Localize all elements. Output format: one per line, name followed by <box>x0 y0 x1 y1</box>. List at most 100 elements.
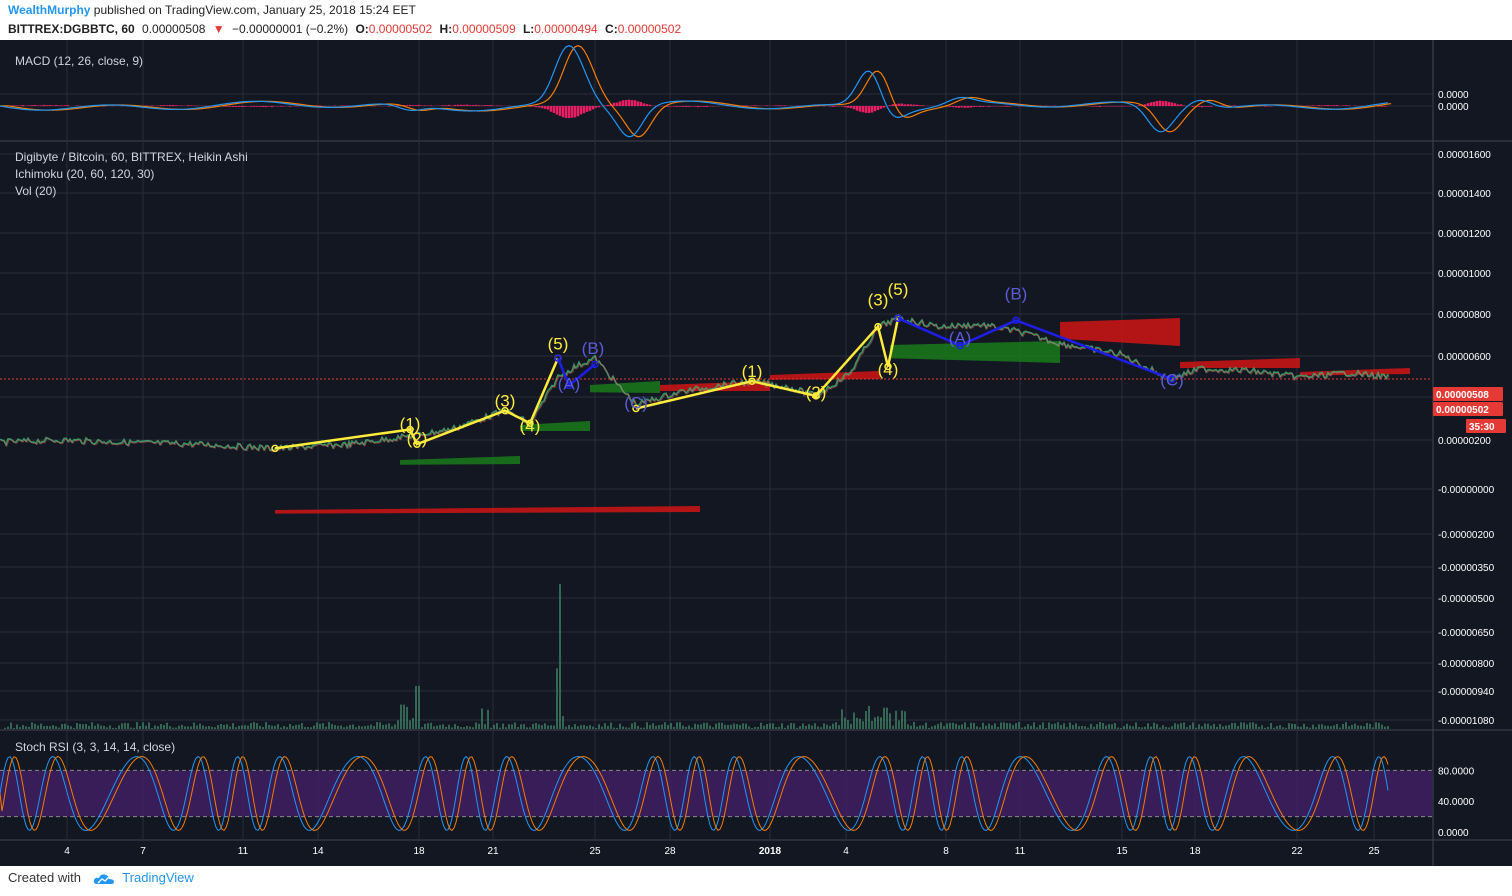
ichimoku-cloud <box>890 341 1060 363</box>
publish-info: WealthMurphy published on TradingView.co… <box>8 3 416 17</box>
price-tag: 0.00000508 <box>1436 390 1489 401</box>
macd-line <box>0 45 1389 138</box>
stoch-k-line <box>0 755 1389 832</box>
wave-node <box>884 362 892 371</box>
high-label: H:0.00000509 <box>439 22 516 36</box>
correction-wave-2 <box>897 317 1173 381</box>
open-label: O:0.00000502 <box>355 22 433 36</box>
main-y-tick: 0.00000800 <box>1438 310 1491 321</box>
wave-label: (3) <box>868 291 889 310</box>
wave-label: (B) <box>1005 284 1028 303</box>
wave-node <box>874 322 882 331</box>
stoch-y-tick: 0.0000 <box>1438 828 1469 839</box>
impulse-wave-2 <box>635 317 900 410</box>
footer: Created with TradingView <box>8 870 194 885</box>
main-price-panel: Digibyte / Bitcoin, 60, BITTREX, Heikin … <box>0 150 1432 729</box>
wave-label: (4) <box>878 360 899 379</box>
x-tick-label: 14 <box>312 846 324 857</box>
symbol-ohlc-bar: BITTREX:DGBBTC, 60 0.00000508 ▼ −0.00000… <box>8 22 685 36</box>
ichimoku-cloud <box>1180 358 1300 368</box>
main-y-tick: -0.00000000 <box>1438 485 1495 496</box>
main-y-tick: -0.00000650 <box>1438 628 1495 639</box>
stoch-d-line <box>0 755 1389 832</box>
wave-label: (2) <box>407 429 428 448</box>
ichimoku-label: Ichimoku (20, 60, 120, 30) <box>15 167 154 181</box>
wave-node <box>591 360 599 369</box>
created-with-text: Created with <box>8 870 81 885</box>
stoch-title: Stoch RSI (3, 3, 14, 14, close) <box>15 740 175 754</box>
chart-canvas[interactable]: MACD (12, 26, close, 9) Digibyte / Bitco… <box>0 40 1512 866</box>
low-label: L:0.00000494 <box>522 22 598 36</box>
main-y-tick: 0.00001200 <box>1438 229 1491 240</box>
stoch-band <box>0 770 1432 817</box>
wave-node <box>526 419 534 427</box>
x-tick-label: 28 <box>664 846 676 857</box>
main-y-tick: -0.00000350 <box>1438 563 1495 574</box>
ichimoku-cloud <box>770 371 880 380</box>
macd-panel: MACD (12, 26, close, 9) <box>0 45 1392 138</box>
main-y-tick: -0.00000800 <box>1438 659 1495 670</box>
author-link[interactable]: WealthMurphy <box>8 3 91 17</box>
x-tick-label: 4 <box>64 846 70 857</box>
wave-label: (C) <box>1160 370 1184 389</box>
ichimoku-cloud <box>520 421 590 431</box>
wave-label: (3) <box>495 391 516 410</box>
impulse-wave-1 <box>274 357 560 450</box>
wave-label: (C) <box>624 394 648 413</box>
wave-node <box>894 314 902 322</box>
x-tick-label: 8 <box>943 846 949 857</box>
time-axis: 4 7 11 14 18 21 25 28 2018 4 8 11 15 18 22 25 <box>64 846 1380 857</box>
wave-node <box>565 381 573 390</box>
wave-label: (5) <box>548 335 569 354</box>
wave-node <box>554 354 562 362</box>
high-value: 0.00000509 <box>452 22 516 36</box>
close-value: 0.00000502 <box>617 22 682 36</box>
x-tick-label: 4 <box>843 846 849 857</box>
main-y-tick: 0.00000600 <box>1438 352 1491 363</box>
wave-node <box>812 392 820 400</box>
x-tick-label: 15 <box>1116 846 1128 857</box>
main-y-tick: -0.00001080 <box>1438 716 1495 727</box>
ichimoku-cloud <box>400 456 520 465</box>
low-value: 0.00000494 <box>534 22 598 36</box>
wave-node <box>956 341 964 350</box>
wave-label: (5) <box>888 280 909 299</box>
wave-label: (1) <box>400 415 421 434</box>
macd-y-tick: 0.0000 <box>1438 102 1469 113</box>
x-tick-label: 22 <box>1291 846 1303 857</box>
x-tick-label: 25 <box>589 846 601 857</box>
main-title: Digibyte / Bitcoin, 60, BITTREX, Heikin … <box>15 150 248 164</box>
main-y-tick: 0.00000200 <box>1438 436 1491 447</box>
volume-bars <box>4 584 1389 729</box>
volume-label: Vol (20) <box>15 184 56 198</box>
wave-node <box>1168 375 1176 383</box>
main-y-tick: 0.00001000 <box>1438 269 1491 280</box>
wave-node <box>748 377 756 385</box>
main-y-tick: -0.00000500 <box>1438 594 1495 605</box>
x-tick-label: 2018 <box>759 846 782 857</box>
correction-wave-1 <box>556 357 596 388</box>
price-axis: 0.00000.00000.000016000.000014000.000012… <box>1433 90 1506 839</box>
x-tick-label: 18 <box>413 846 425 857</box>
x-tick-label: 7 <box>140 846 146 857</box>
main-y-tick: -0.00000200 <box>1438 530 1495 541</box>
price-change: −0.00000001 (−0.2%) <box>232 22 349 36</box>
x-tick-label: 11 <box>1015 846 1026 857</box>
tradingview-brand-link[interactable]: TradingView <box>122 870 194 885</box>
symbol-name: BITTREX:DGBBTC, 60 <box>8 22 135 36</box>
wave-label: (B) <box>582 339 605 358</box>
price-tag-bg <box>1466 419 1506 433</box>
ichimoku-cloud <box>590 381 660 393</box>
macd-y-tick: 0.0000 <box>1438 90 1469 101</box>
wave-node <box>632 404 640 413</box>
wave-node <box>413 440 421 448</box>
wave-label: (1) <box>742 362 763 381</box>
main-y-tick: -0.00000940 <box>1438 687 1495 698</box>
wave-node <box>1012 316 1020 325</box>
wave-node <box>406 425 414 434</box>
open-value: 0.00000502 <box>368 22 433 36</box>
stoch-y-tick: 80.0000 <box>1438 766 1475 777</box>
main-y-tick: 0.00001400 <box>1438 189 1491 200</box>
price-tag: 0.00000502 <box>1436 405 1489 416</box>
down-arrow-icon: ▼ <box>212 22 225 36</box>
